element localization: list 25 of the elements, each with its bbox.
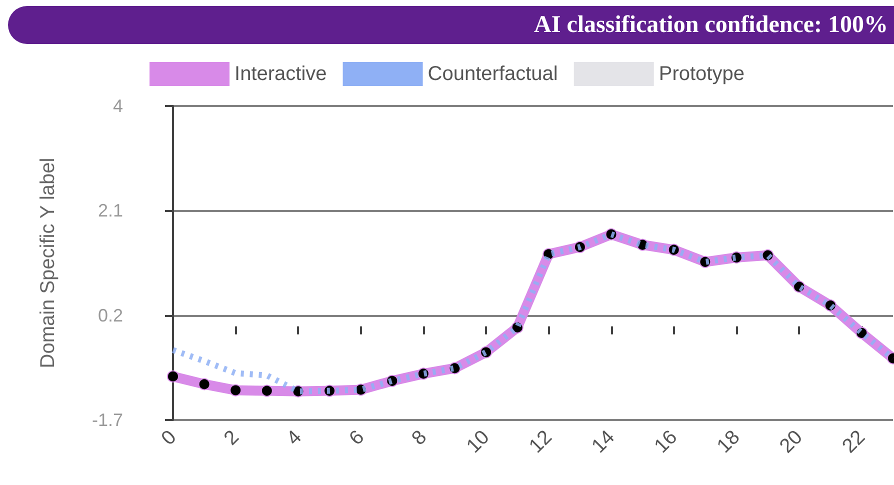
chart-title: AI classification confidence: 100% bbox=[8, 6, 894, 44]
point bbox=[260, 384, 273, 397]
x-tick-label: 20 bbox=[776, 426, 807, 458]
y-tick-label: 4 bbox=[112, 96, 123, 116]
x-tick-label: 16 bbox=[650, 426, 682, 458]
x-tick-label: 14 bbox=[588, 426, 620, 458]
legend-label: Interactive bbox=[234, 63, 327, 85]
x-tick-label: 22 bbox=[838, 426, 870, 458]
x-tick-label: 4 bbox=[282, 426, 306, 450]
x-tick-label: 0 bbox=[157, 426, 181, 450]
x-tick-label: 12 bbox=[525, 426, 556, 458]
legend-label: Prototype bbox=[658, 63, 744, 85]
point bbox=[230, 384, 242, 396]
legend-label: Counterfactual bbox=[428, 63, 558, 85]
point bbox=[167, 370, 179, 382]
x-tick-label: 6 bbox=[345, 426, 369, 450]
x-tick-label: 8 bbox=[408, 426, 432, 450]
x-tick-label: 18 bbox=[712, 426, 744, 458]
point bbox=[198, 378, 210, 390]
x-tick-label: 2 bbox=[220, 426, 244, 450]
x-tick-label: 10 bbox=[462, 426, 494, 458]
y-axis-title: Domain Specific Y label bbox=[37, 158, 59, 368]
y-tick-label: 0.2 bbox=[98, 305, 123, 326]
y-tick-label: -1.7 bbox=[92, 410, 123, 430]
y-tick-label: 2.1 bbox=[98, 200, 123, 221]
